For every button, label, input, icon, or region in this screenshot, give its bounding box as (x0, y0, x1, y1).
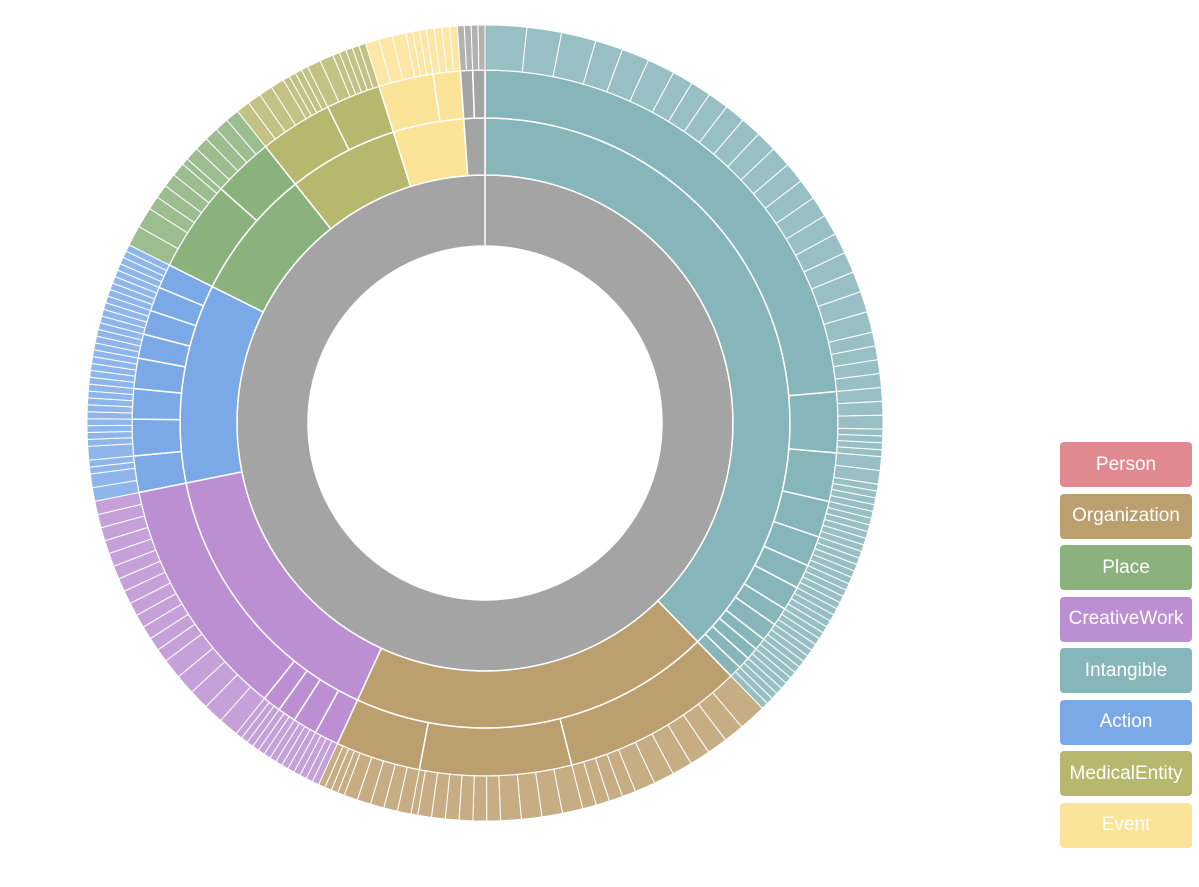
legend-item[interactable]: Event (1060, 802, 1192, 848)
leaf-segment (86, 424, 133, 434)
sub-segment (471, 69, 486, 119)
leaf-segment (498, 773, 522, 822)
sub-segment (787, 390, 839, 454)
legend-item[interactable]: Action (1060, 699, 1192, 745)
root-ring (236, 174, 734, 672)
leaf-segment (486, 775, 502, 822)
legend-item[interactable]: Organization (1060, 493, 1192, 539)
sub-segment (418, 717, 573, 777)
sunburst (86, 24, 884, 822)
legend: Person Organization Place CreativeWork Intan… (1060, 442, 1192, 854)
legend-item[interactable]: CreativeWork (1060, 596, 1192, 642)
legend-item[interactable]: Person (1060, 442, 1192, 487)
legend-item[interactable]: Intangible (1060, 648, 1192, 693)
leaf-segment (472, 775, 488, 822)
legend-item[interactable]: Place (1060, 545, 1192, 590)
segment (462, 117, 486, 177)
leaf-segment (836, 400, 884, 417)
sub-segment (131, 418, 183, 457)
leaf-segment (484, 24, 528, 73)
leaf-segment (477, 24, 486, 71)
leaf-segment (837, 414, 884, 430)
leaf-segment (86, 418, 133, 427)
legend-item[interactable]: MedicalEntity (1060, 751, 1192, 796)
